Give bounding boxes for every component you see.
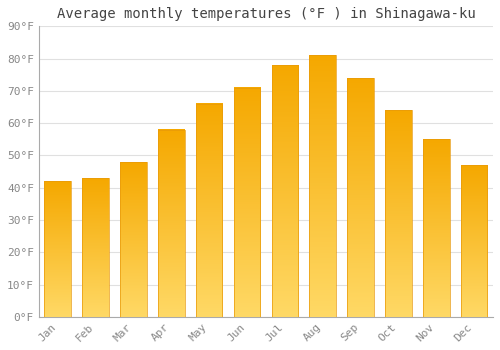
Bar: [234, 88, 260, 317]
Bar: [158, 130, 184, 317]
Title: Average monthly temperatures (°F ) in Shinagawa-ku: Average monthly temperatures (°F ) in Sh…: [56, 7, 476, 21]
Bar: [82, 178, 109, 317]
Bar: [385, 110, 411, 317]
Bar: [272, 65, 298, 317]
Bar: [44, 181, 71, 317]
Bar: [461, 165, 487, 317]
Bar: [120, 162, 146, 317]
Bar: [348, 78, 374, 317]
Bar: [310, 55, 336, 317]
Bar: [423, 139, 450, 317]
Bar: [196, 104, 222, 317]
